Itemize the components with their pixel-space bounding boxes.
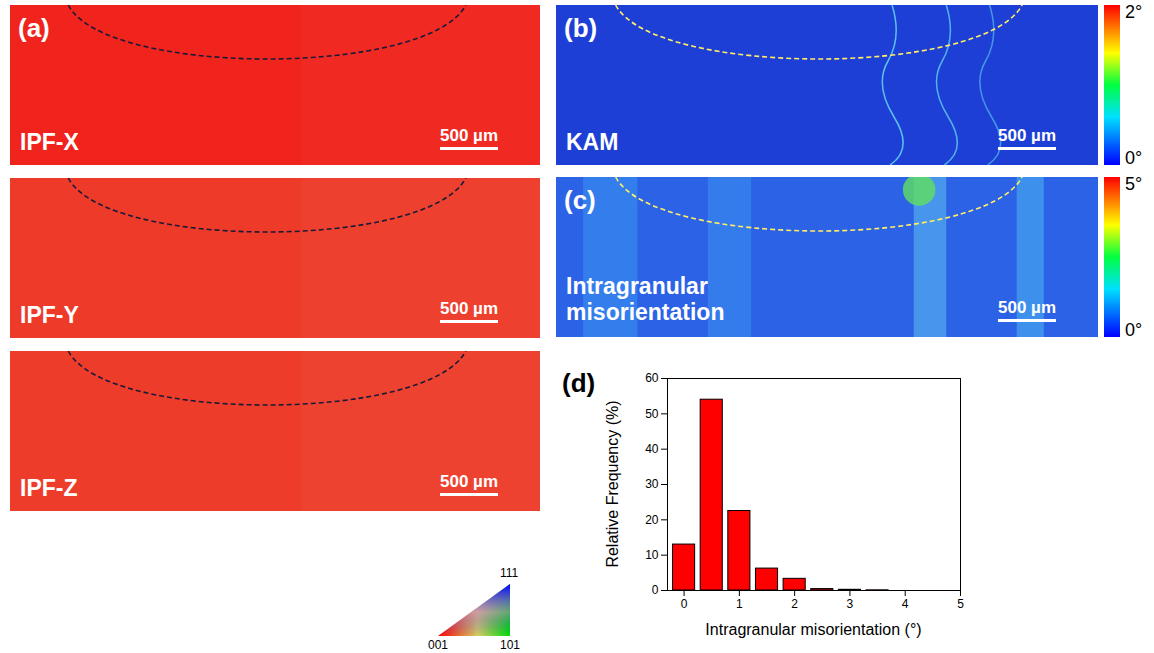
svg-text:60: 60 (645, 371, 659, 385)
html-text:5°: 5° (1125, 174, 1143, 194)
html-text:(d): (d) (562, 368, 596, 398)
svg-text:3: 3 (847, 597, 854, 611)
html-text:(a): (a) (18, 13, 50, 43)
html-text:500 µm: 500 µm (440, 126, 498, 145)
html-text:Intragranular misorientation (: Intragranular misorientation (°) (705, 621, 922, 638)
html-text:Intragranular misorientation: Intragranular misorientation (566, 273, 725, 326)
svg-text:2: 2 (791, 597, 798, 611)
svg-text:0: 0 (652, 583, 659, 597)
html-text:0°: 0° (1125, 148, 1143, 168)
html-text:0°: 0° (1125, 320, 1143, 340)
html-text:500 µm: 500 µm (998, 298, 1056, 317)
html-text:2°: 2° (1125, 2, 1143, 22)
html-text:KAM: KAM (566, 129, 619, 155)
html-text:111: 111 (500, 566, 519, 580)
html-text:Relative Frequency (%): Relative Frequency (%) (604, 400, 621, 568)
html-text:IPF-X: IPF-X (20, 129, 79, 155)
html-text:500 µm: 500 µm (998, 126, 1056, 145)
svg-text:4: 4 (902, 597, 909, 611)
html-text:IPF-Y: IPF-Y (20, 302, 79, 328)
html-text:(b): (b) (564, 13, 598, 43)
html-text:IPF-Z: IPF-Z (20, 475, 78, 501)
svg-text:0: 0 (681, 597, 688, 611)
svg-text:10: 10 (645, 548, 659, 562)
svg-text:40: 40 (645, 442, 659, 456)
html-text:500 µm: 500 µm (440, 299, 498, 318)
svg-text:20: 20 (645, 513, 659, 527)
html-text:(c): (c) (564, 185, 596, 215)
html-text:101: 101 (500, 638, 520, 652)
svg-text:30: 30 (645, 477, 659, 491)
svg-text:5: 5 (957, 597, 964, 611)
html-text:500 µm: 500 µm (440, 472, 498, 491)
html-text:001: 001 (428, 638, 448, 652)
svg-text:50: 50 (645, 407, 659, 421)
svg-text:1: 1 (736, 597, 743, 611)
